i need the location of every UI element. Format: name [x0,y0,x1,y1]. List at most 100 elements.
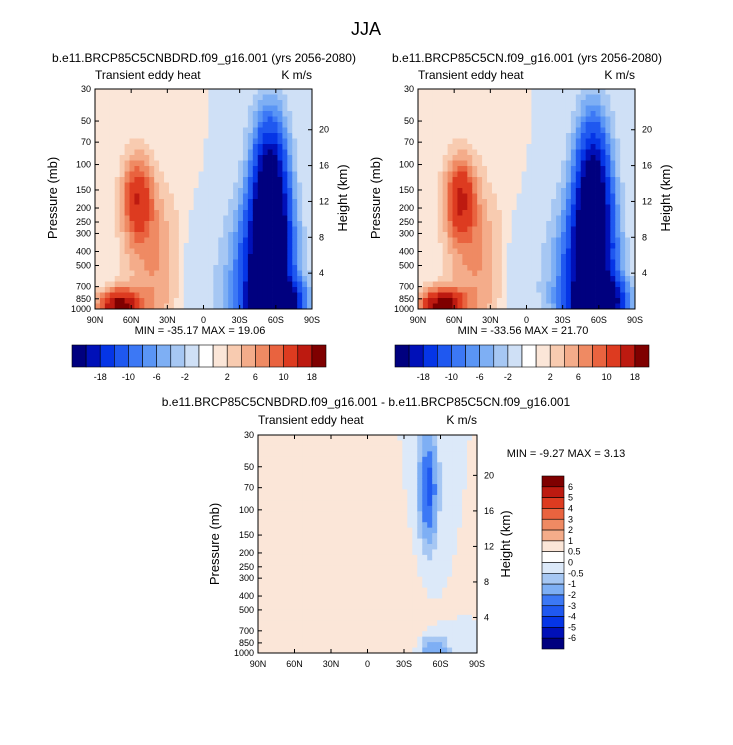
panel-a-colorbar: -18 -10 -6 -2 2 6 10 18 [71,344,327,382]
panel-a-cell [307,133,313,139]
panel-a-cell [223,298,229,304]
panel-b-colorbar-label: 18 [630,372,640,382]
panel-diff-cell [342,478,348,485]
panel-b-cell [487,298,493,304]
panel-a-cell [109,133,116,139]
panel-a-cell [99,281,106,288]
panel-a-cell [272,111,278,117]
panel-b-cell [442,94,448,101]
panel-diff-cell [347,467,353,474]
panel-diff-cell [342,505,348,512]
panel-diff-cell [392,489,398,496]
panel-diff-cell [282,631,289,638]
panel-b-cell [595,111,601,117]
panel-a-cell [287,188,293,194]
panel-a-cell [257,226,264,233]
panel-a-cell [188,237,195,244]
panel-a-cell [203,298,209,304]
panel-diff-cell [397,609,403,616]
panel-diff-cell [417,456,423,463]
panel-b-cell [511,160,518,167]
panel-a-cell [297,171,303,178]
panel-diff-cell [362,582,368,588]
panel-a-cell [183,182,190,189]
panel-a-cell [267,298,273,304]
panel-diff-cell [377,505,383,512]
panel-b-cell [437,127,444,134]
panel-a-cell [154,204,160,211]
panel-a-colorbar-box [184,344,200,368]
panel-a-cell [287,221,293,227]
panel-a-cell [252,215,259,222]
panel-diff-cell [258,598,264,605]
panel-b-cell [541,100,547,106]
panel-b-cell [422,166,429,172]
panel-diff-cell [402,516,408,523]
panel-b-cell [620,270,626,277]
panel-a-cell [203,248,209,255]
panel-diff-cell [347,527,353,534]
panel-b-htick-label: 8 [642,232,647,242]
panel-a-cell [99,160,106,167]
panel-diff-cell [337,484,344,490]
panel-a-cell [193,193,199,200]
panel-a-cell [154,254,160,260]
panel-diff-cell [287,500,294,507]
panel-b-cell [590,138,596,145]
panel-a-cell [238,215,244,222]
panel-diff-cell [272,538,279,545]
panel-a-cell [252,292,259,299]
panel-a-colorbar-label: -6 [153,372,161,382]
panel-diff-cell [277,614,284,621]
panel-b-colorbar-box [437,344,452,368]
panel-diff-cell [312,593,319,599]
panel-b-cell [600,298,606,304]
panel-b-cell [620,248,626,255]
panel-a-cell [238,144,244,150]
panel-a-xtick-label: 30S [232,315,248,325]
panel-diff-cell [392,549,398,556]
panel-b-cell [575,270,582,277]
panel-b-cell [610,303,616,310]
panel-a-cell [307,298,313,304]
panel-a-cell [144,149,150,156]
panel-diff-cell [357,473,363,479]
panel-b-cell [418,276,424,282]
panel-b-cell [521,160,527,167]
panel-b-cell [496,144,503,150]
panel-a-cell [99,248,106,255]
panel-a-cell [208,149,214,156]
panel-b-xtick-label: 60S [591,315,607,325]
panel-b-cell [565,281,572,288]
panel-b-cell [600,270,606,277]
panel-a-cell [95,166,101,172]
panel-diff-cell [352,489,358,496]
panel-diff-cell [322,462,329,469]
panel-a-cell [129,94,135,101]
panel-a-cell [198,160,204,167]
panel-a-cell [124,270,130,277]
panel-a-cell [129,177,135,183]
panel-a-cell [168,166,175,172]
panel-a-cell [168,243,175,249]
panel-diff-cell [292,467,299,474]
panel-diff-cell [317,544,324,550]
panel-diff-cell [357,505,363,512]
panel-b-cell [575,259,582,266]
panel-b-cell [526,100,532,106]
panel-diff-cell [342,631,348,638]
panel-b-cell [615,281,621,288]
panel-a-cell [114,138,121,145]
panel-diff-cell [412,560,418,567]
panel-a-cell [114,127,121,134]
panel-b-cell [501,254,508,260]
panel-a-cell [267,292,273,299]
panel-diff-cell [372,587,378,594]
panel-a-cell [159,204,165,211]
panel-a-cell [124,254,130,260]
panel-b-cell [418,149,424,156]
panel-diff-cell [372,614,378,621]
panel-a-cell [144,160,150,167]
panel-a-cell [99,221,106,227]
panel-a-cell [262,270,269,277]
